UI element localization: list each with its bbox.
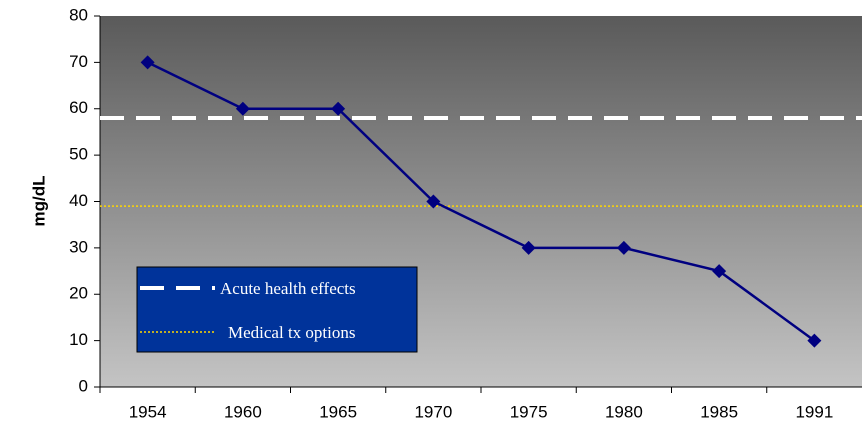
y-axis-label: mg/dL: [29, 176, 48, 227]
legend-box: [136, 266, 418, 353]
legend-label: Acute health effects: [220, 279, 356, 298]
y-tick-label: 0: [79, 376, 88, 395]
y-tick-label: 10: [69, 330, 88, 349]
y-tick-label: 70: [69, 52, 88, 71]
data-marker: [521, 240, 536, 255]
data-marker: [235, 101, 250, 116]
x-tick-label: 1965: [319, 402, 357, 421]
y-tick-label: 60: [69, 98, 88, 117]
data-marker: [807, 333, 822, 348]
x-tick-label: 1970: [414, 402, 452, 421]
data-line: [147, 61, 816, 342]
x-tick-label: 1991: [795, 402, 833, 421]
data-marker: [616, 240, 631, 255]
y-tick-label: 20: [69, 284, 88, 303]
data-marker: [331, 101, 346, 116]
y-tick-label: 80: [69, 5, 88, 24]
x-tick-label: 1975: [510, 402, 548, 421]
data-marker: [426, 194, 441, 209]
data-marker: [140, 55, 155, 70]
legend-label: Medical tx options: [228, 323, 355, 342]
y-tick-label: 40: [69, 191, 88, 210]
x-tick-label: 1960: [224, 402, 262, 421]
y-tick-label: 30: [69, 237, 88, 256]
y-tick-label: 50: [69, 145, 88, 164]
data-marker: [712, 264, 727, 279]
x-tick-label: 1954: [129, 402, 167, 421]
x-tick-label: 1980: [605, 402, 643, 421]
x-tick-label: 1985: [700, 402, 738, 421]
legend: Acute health effects Medical tx options: [136, 266, 418, 353]
